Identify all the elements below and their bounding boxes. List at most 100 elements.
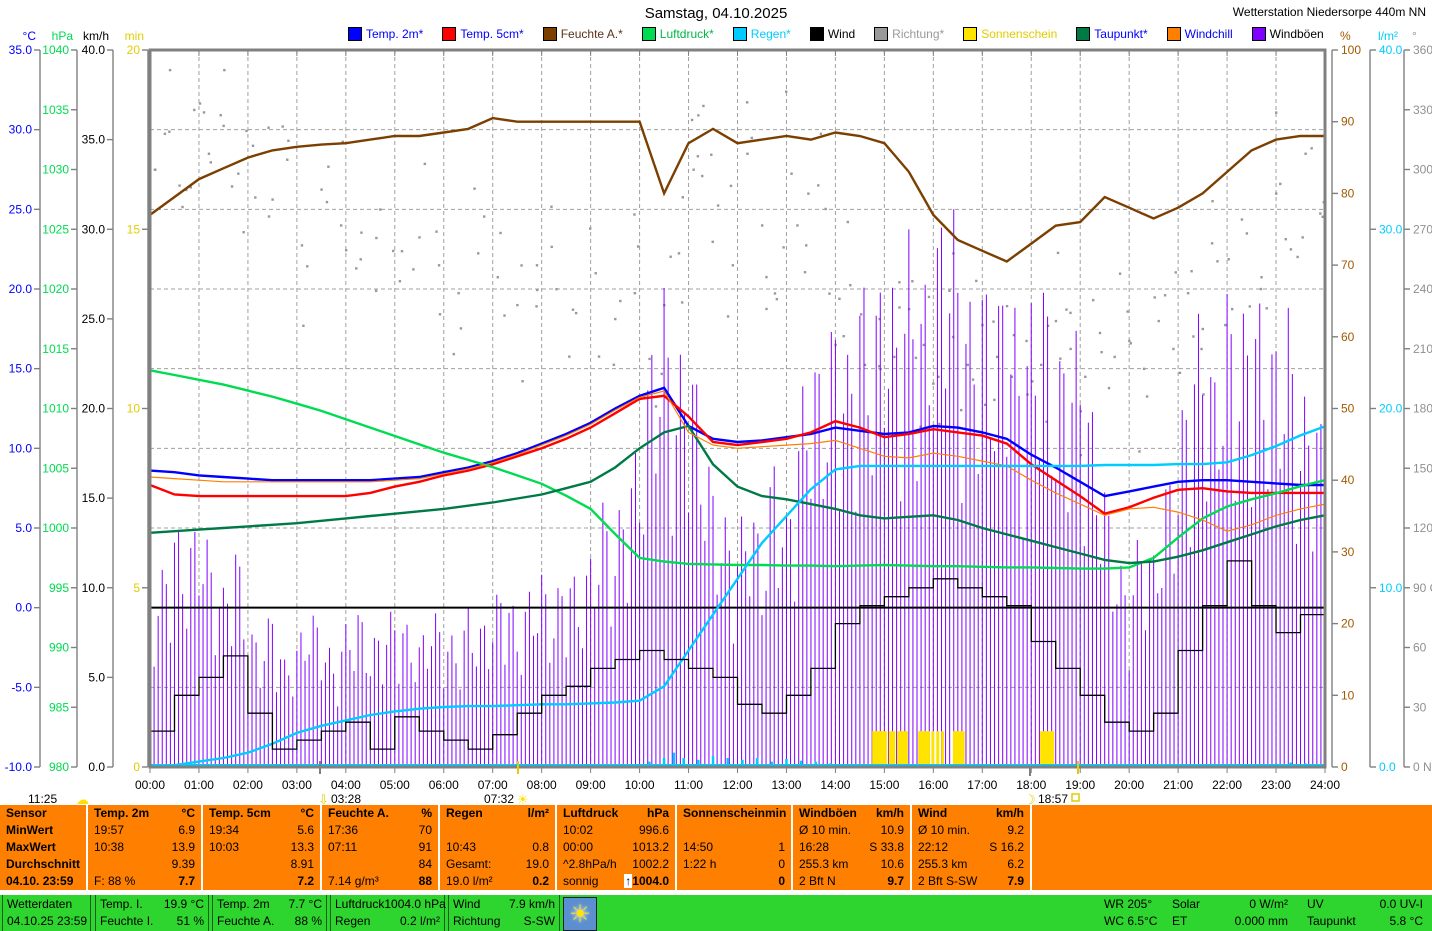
svg-text:09:00: 09:00: [576, 778, 606, 792]
sensor-column-header: Sonnenscheinmin: [677, 805, 791, 822]
sensor-column-header: Temp. 2m°C: [88, 805, 201, 822]
svg-text:l/m²: l/m²: [1378, 29, 1398, 43]
weather-bar-row: Taupunkt5.8 °C: [1307, 913, 1423, 930]
sensor-cell: 16:28S 33.8: [793, 839, 910, 856]
sensor-column-header: Windkm/h: [912, 805, 1030, 822]
svg-text:-10.0: -10.0: [5, 760, 33, 774]
svg-text:30: 30: [1341, 545, 1355, 559]
sensor-cell: 07:1191: [322, 839, 438, 856]
svg-text:20:00: 20:00: [1114, 778, 1144, 792]
weather-chart: °C35.030.025.020.015.010.05.00.0-5.0-10.…: [0, 0, 1432, 810]
marker-time-label: 18:57: [1038, 792, 1068, 806]
svg-text:02:00: 02:00: [233, 778, 263, 792]
weather-bar-row: Wind7.9 km/h: [453, 896, 555, 913]
weather-bar-row: Feuchte I.51 %: [100, 913, 204, 930]
sensor-column-temp-2m: Temp. 2m°C19:576.910:3813.99.39F: 88 %7.…: [88, 805, 203, 890]
svg-text:12:00: 12:00: [722, 778, 752, 792]
sensor-cell: 00:001013.2: [557, 839, 675, 856]
svg-text:14:00: 14:00: [820, 778, 850, 792]
weather-bar-right-section-0: WR 205°WC 6.5°C: [1100, 895, 1170, 931]
sensor-cell: 17:3670: [322, 822, 438, 839]
svg-text:50: 50: [1341, 402, 1355, 416]
svg-text:300: 300: [1413, 163, 1432, 177]
weather-condition-sun-icon: ☀: [563, 897, 597, 931]
axis-kmh: km/h40.035.030.025.020.015.010.05.00.0: [82, 29, 113, 774]
svg-text:360 N: 360 N: [1413, 43, 1432, 57]
row-label: MinWert: [0, 822, 86, 839]
svg-text:-5.0: -5.0: [11, 680, 32, 694]
sensor-column-temp-5cm: Temp. 5cm°C19:345.610:0313.38.917.2: [203, 805, 322, 890]
svg-text:11:00: 11:00: [674, 778, 703, 792]
svg-text:40: 40: [1341, 473, 1355, 487]
svg-text:35.0: 35.0: [9, 43, 33, 57]
sensor-cell: ^2.8hPa/h1002.2: [557, 856, 675, 873]
svg-text:60: 60: [1413, 641, 1427, 655]
sensor-cell: 1:22 h0: [677, 856, 791, 873]
weather-bar-row: Regen0.2 l/m²: [335, 913, 440, 930]
weather-bar-row: WC 6.5°C: [1104, 913, 1166, 930]
sensor-cell: 10:3813.9: [88, 839, 201, 856]
svg-text:1000: 1000: [42, 521, 69, 535]
sensor-column-regen: Regenl/m²10:430.8Gesamt:19.019.0 l/m²0.2: [440, 805, 557, 890]
svg-text:08:00: 08:00: [527, 778, 557, 792]
svg-text:1010: 1010: [42, 402, 69, 416]
svg-text:40.0: 40.0: [82, 43, 106, 57]
svg-text:04:00: 04:00: [331, 778, 361, 792]
svg-text:25.0: 25.0: [82, 312, 106, 326]
square-icon: [1072, 794, 1079, 801]
svg-text:10: 10: [127, 402, 141, 416]
svg-text:0: 0: [133, 760, 140, 774]
svg-text:23:00: 23:00: [1261, 778, 1291, 792]
svg-text:70: 70: [1341, 258, 1355, 272]
svg-text:16:00: 16:00: [918, 778, 948, 792]
svg-text:995: 995: [49, 581, 69, 595]
svg-text:hPa: hPa: [52, 29, 74, 43]
weather-station-app: Samstag, 04.10.2025 Wetterstation Nieder…: [0, 0, 1432, 931]
sensor-cell: 10:0313.3: [203, 839, 320, 856]
weather-bar-section-3: Luftdruck1004.0 hPaRegen0.2 l/m²: [330, 895, 445, 931]
sensor-cell: 0: [677, 873, 791, 890]
svg-text:05:00: 05:00: [380, 778, 410, 792]
marker-time-label: 11:25: [28, 792, 57, 806]
sensor-column-sonnenschein: Sonnenscheinmin14:5011:22 h00: [677, 805, 793, 890]
weather-bar-section-2: Temp. 2m7.7 °CFeuchte A.88 %: [212, 895, 327, 931]
svg-text:240: 240: [1413, 282, 1432, 296]
svg-text:30.0: 30.0: [9, 123, 33, 137]
svg-text:30.0: 30.0: [1379, 222, 1403, 236]
weather-bar-row: RichtungS-SW: [453, 913, 555, 930]
weather-bar-row: WR 205°: [1104, 896, 1166, 913]
axis-hPa: hPa1040103510301025102010151010100510009…: [42, 29, 77, 774]
svg-text:0: 0: [1341, 760, 1348, 774]
svg-text:06:00: 06:00: [429, 778, 459, 792]
weather-bar-row: Luftdruck1004.0 hPa: [335, 896, 440, 913]
time-axis: 00:0001:0002:0003:0004:0005:0006:0007:00…: [135, 778, 1340, 792]
svg-text:10:00: 10:00: [625, 778, 655, 792]
svg-text:5.0: 5.0: [15, 521, 32, 535]
svg-text:15: 15: [127, 222, 141, 236]
svg-text:min: min: [125, 29, 144, 43]
sensor-cell: 19.0 l/m²0.2: [440, 873, 555, 890]
sensor-column-header: Temp. 5cm°C: [203, 805, 320, 822]
weather-bar-right-section-2: UV0.0 UV-ITaupunkt5.8 °C: [1303, 895, 1427, 931]
sensor-column-windb-en: Windböenkm/hØ 10 min.10.916:28S 33.8255.…: [793, 805, 912, 890]
svg-text:40.0: 40.0: [1379, 43, 1403, 57]
sensor-column-wind: Windkm/hØ 10 min.9.222:12S 16.2255.3 km6…: [912, 805, 1032, 890]
svg-text:10.0: 10.0: [9, 441, 33, 455]
sensor-cell: Ø 10 min.9.2: [912, 822, 1030, 839]
weather-bar-right-section-1: Solar0 W/m²ET0.000 mm: [1168, 895, 1292, 931]
svg-text:0.0: 0.0: [15, 601, 32, 615]
svg-text:1015: 1015: [42, 342, 69, 356]
weather-bar-row: Temp. 2m7.7 °C: [217, 896, 322, 913]
svg-text:15:00: 15:00: [869, 778, 899, 792]
svg-text:330: 330: [1413, 103, 1432, 117]
svg-text:210: 210: [1413, 342, 1432, 356]
svg-text:5.0: 5.0: [88, 670, 105, 684]
sensor-cell: 7.14 g/m³88: [322, 873, 438, 890]
sensor-cell: F: 88 %7.7: [88, 873, 201, 890]
axis-: %1009080706050403020100: [1332, 29, 1361, 774]
svg-text:90 O: 90 O: [1413, 581, 1432, 595]
svg-text:24:00: 24:00: [1310, 778, 1340, 792]
svg-text:150: 150: [1413, 461, 1432, 475]
svg-text:180 S: 180 S: [1413, 402, 1432, 416]
sensor-cell: 84: [322, 856, 438, 873]
